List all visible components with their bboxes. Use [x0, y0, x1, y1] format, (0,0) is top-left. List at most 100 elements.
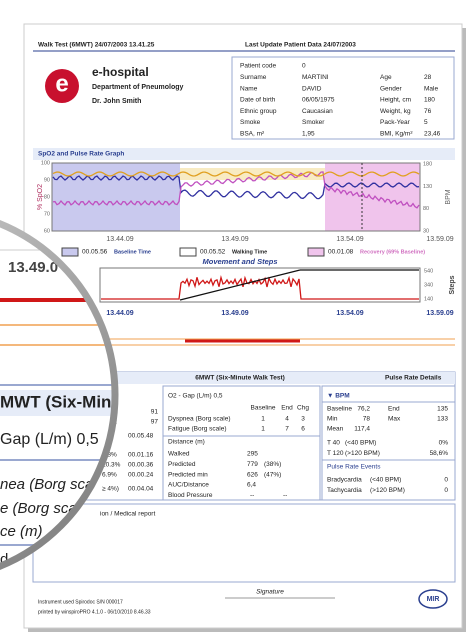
patient-value: 06/05/1975: [302, 97, 335, 104]
patient-value: Caucasian: [302, 108, 333, 115]
department: Department of Pneumology: [92, 84, 184, 91]
patient-field: Pack-Year: [380, 119, 411, 126]
table-cell: 779: [247, 461, 258, 468]
table-cell: Predicted: [168, 461, 196, 468]
legend-label: Baseline Time: [114, 249, 151, 255]
report-title: Walk Test (6MWT) 24/07/2003 13.41.25: [38, 42, 155, 49]
partial-cell: 97: [151, 419, 159, 426]
y-tick-label: 540: [424, 268, 433, 274]
subheader: Pulse Rate Events: [327, 464, 381, 471]
table-cell: --: [250, 492, 254, 499]
column-header: Baseline: [251, 405, 276, 412]
y-tick-label: 70: [44, 211, 50, 217]
event: Tachycardia: [327, 487, 362, 494]
patient-field: Height, cm: [380, 97, 411, 104]
patient-value: 180: [424, 97, 435, 104]
table-cell: 6: [301, 426, 305, 433]
unit: ▼ BPM: [327, 393, 350, 400]
patient-value: 5: [424, 119, 428, 126]
table-cell: Predicted min: [168, 471, 208, 478]
x-tick-label: 13.49.09: [221, 310, 248, 317]
table-cell: AUC/Distance: [168, 482, 209, 489]
legend-time: 00.05.52: [200, 249, 226, 256]
table-cell: (47%): [264, 471, 281, 478]
signature: Signature: [256, 589, 284, 596]
table-cell: 1: [261, 426, 265, 433]
patient-value: MARTINI: [302, 74, 329, 81]
table-cell: Fatigue (Borg scale): [168, 426, 227, 433]
stat: Max: [388, 416, 401, 423]
patient-field: Name: [240, 85, 258, 92]
table-cell: (38%): [264, 461, 281, 468]
stat: Baseline: [327, 406, 352, 413]
y-tick-label: 90: [44, 177, 50, 183]
partial-cell: 00.01.16: [128, 452, 154, 459]
table-cell: 7: [285, 426, 289, 433]
x-tick-label: 13.44.09: [106, 236, 133, 243]
patient-field: BSA, m²: [240, 131, 265, 138]
y2-tick-label: 130: [423, 184, 432, 190]
patient-value: 1,95: [302, 131, 315, 138]
table-cell: Blood Pressure: [168, 492, 213, 499]
partial-cell: 91: [151, 409, 159, 416]
y-tick-label: 340: [424, 282, 433, 288]
y-axis-label: % SpO2: [37, 184, 44, 210]
patient-value: DAVID: [302, 85, 322, 92]
magnified-text: 13.49.0: [8, 259, 58, 276]
instrument: Instrument used Spirodoc S/N 000017: [38, 599, 123, 605]
event: (>120 BPM): [370, 487, 405, 494]
partial-cell: 00.00.36: [128, 462, 154, 469]
patient-value: Smoker: [302, 119, 325, 126]
y-tick-label: 60: [44, 228, 50, 234]
table-cell: 6,4: [247, 482, 256, 489]
stat: 76,2: [357, 406, 370, 413]
section-title: Pulse Rate Details: [385, 375, 442, 382]
x-tick-label: 13.49.09: [221, 236, 248, 243]
magnified-text: ce (m): [0, 523, 43, 540]
table-cell: 1: [261, 416, 265, 423]
doctor: Dr. John Smith: [92, 98, 141, 105]
section-title: Movement and Steps: [202, 257, 277, 266]
x-tick-label: 13.59.09: [426, 236, 453, 243]
y-tick-label: 140: [424, 296, 433, 302]
stat: Mean: [327, 426, 344, 433]
patient-field: Ethnic group: [240, 108, 277, 115]
column-header: Chg: [297, 405, 309, 412]
legend-swatch: [180, 248, 196, 256]
recovery-region: [325, 163, 420, 231]
partial-cell: 00.05.48: [128, 433, 154, 440]
threshold: 0%: [439, 440, 449, 447]
logo-mark: e: [55, 70, 68, 97]
table-cell: 3: [301, 416, 305, 423]
x-tick-label: 13.44.09: [106, 310, 133, 317]
o2-gap: O2 - Gap (L/m) 0,5: [168, 393, 223, 400]
y-tick-label: 100: [41, 160, 50, 166]
patient-field: Gender: [380, 85, 403, 92]
threshold: T 40: [327, 440, 340, 447]
stat: 78: [363, 416, 371, 423]
stat: 133: [437, 416, 448, 423]
notes-title: ion / Medical report: [100, 511, 155, 518]
table-cell: Dyspnea (Borg scale): [168, 416, 231, 423]
legend-label: Recovery (69% Baseline): [360, 249, 425, 255]
stat: End: [388, 406, 400, 413]
x-tick-label: 13.54.09: [336, 236, 363, 243]
legend-time: 00.01.08: [328, 249, 354, 256]
patient-field: Age: [380, 74, 392, 81]
threshold: (<40 BPM): [345, 440, 376, 447]
hospital-name: e-hospital: [92, 65, 149, 79]
patient-value: 28: [424, 74, 432, 81]
table-cell: --: [283, 492, 287, 499]
stat: 117,4: [354, 426, 370, 433]
table-cell: Walked: [168, 451, 190, 458]
subheader: Distance (m): [168, 439, 205, 446]
event: 0: [444, 477, 448, 484]
y2-tick-label: 30: [423, 228, 429, 234]
partial-cell: 00.04.04: [128, 486, 154, 493]
threshold: 58,6%: [430, 450, 449, 457]
section-title: 6MWT (Six-Minute Walk Test): [195, 375, 285, 382]
y2-tick-label: 80: [423, 206, 429, 212]
event: (<40 BPM): [370, 477, 401, 484]
y2-axis-label: BPM: [445, 189, 452, 204]
legend-swatch: [308, 248, 324, 256]
